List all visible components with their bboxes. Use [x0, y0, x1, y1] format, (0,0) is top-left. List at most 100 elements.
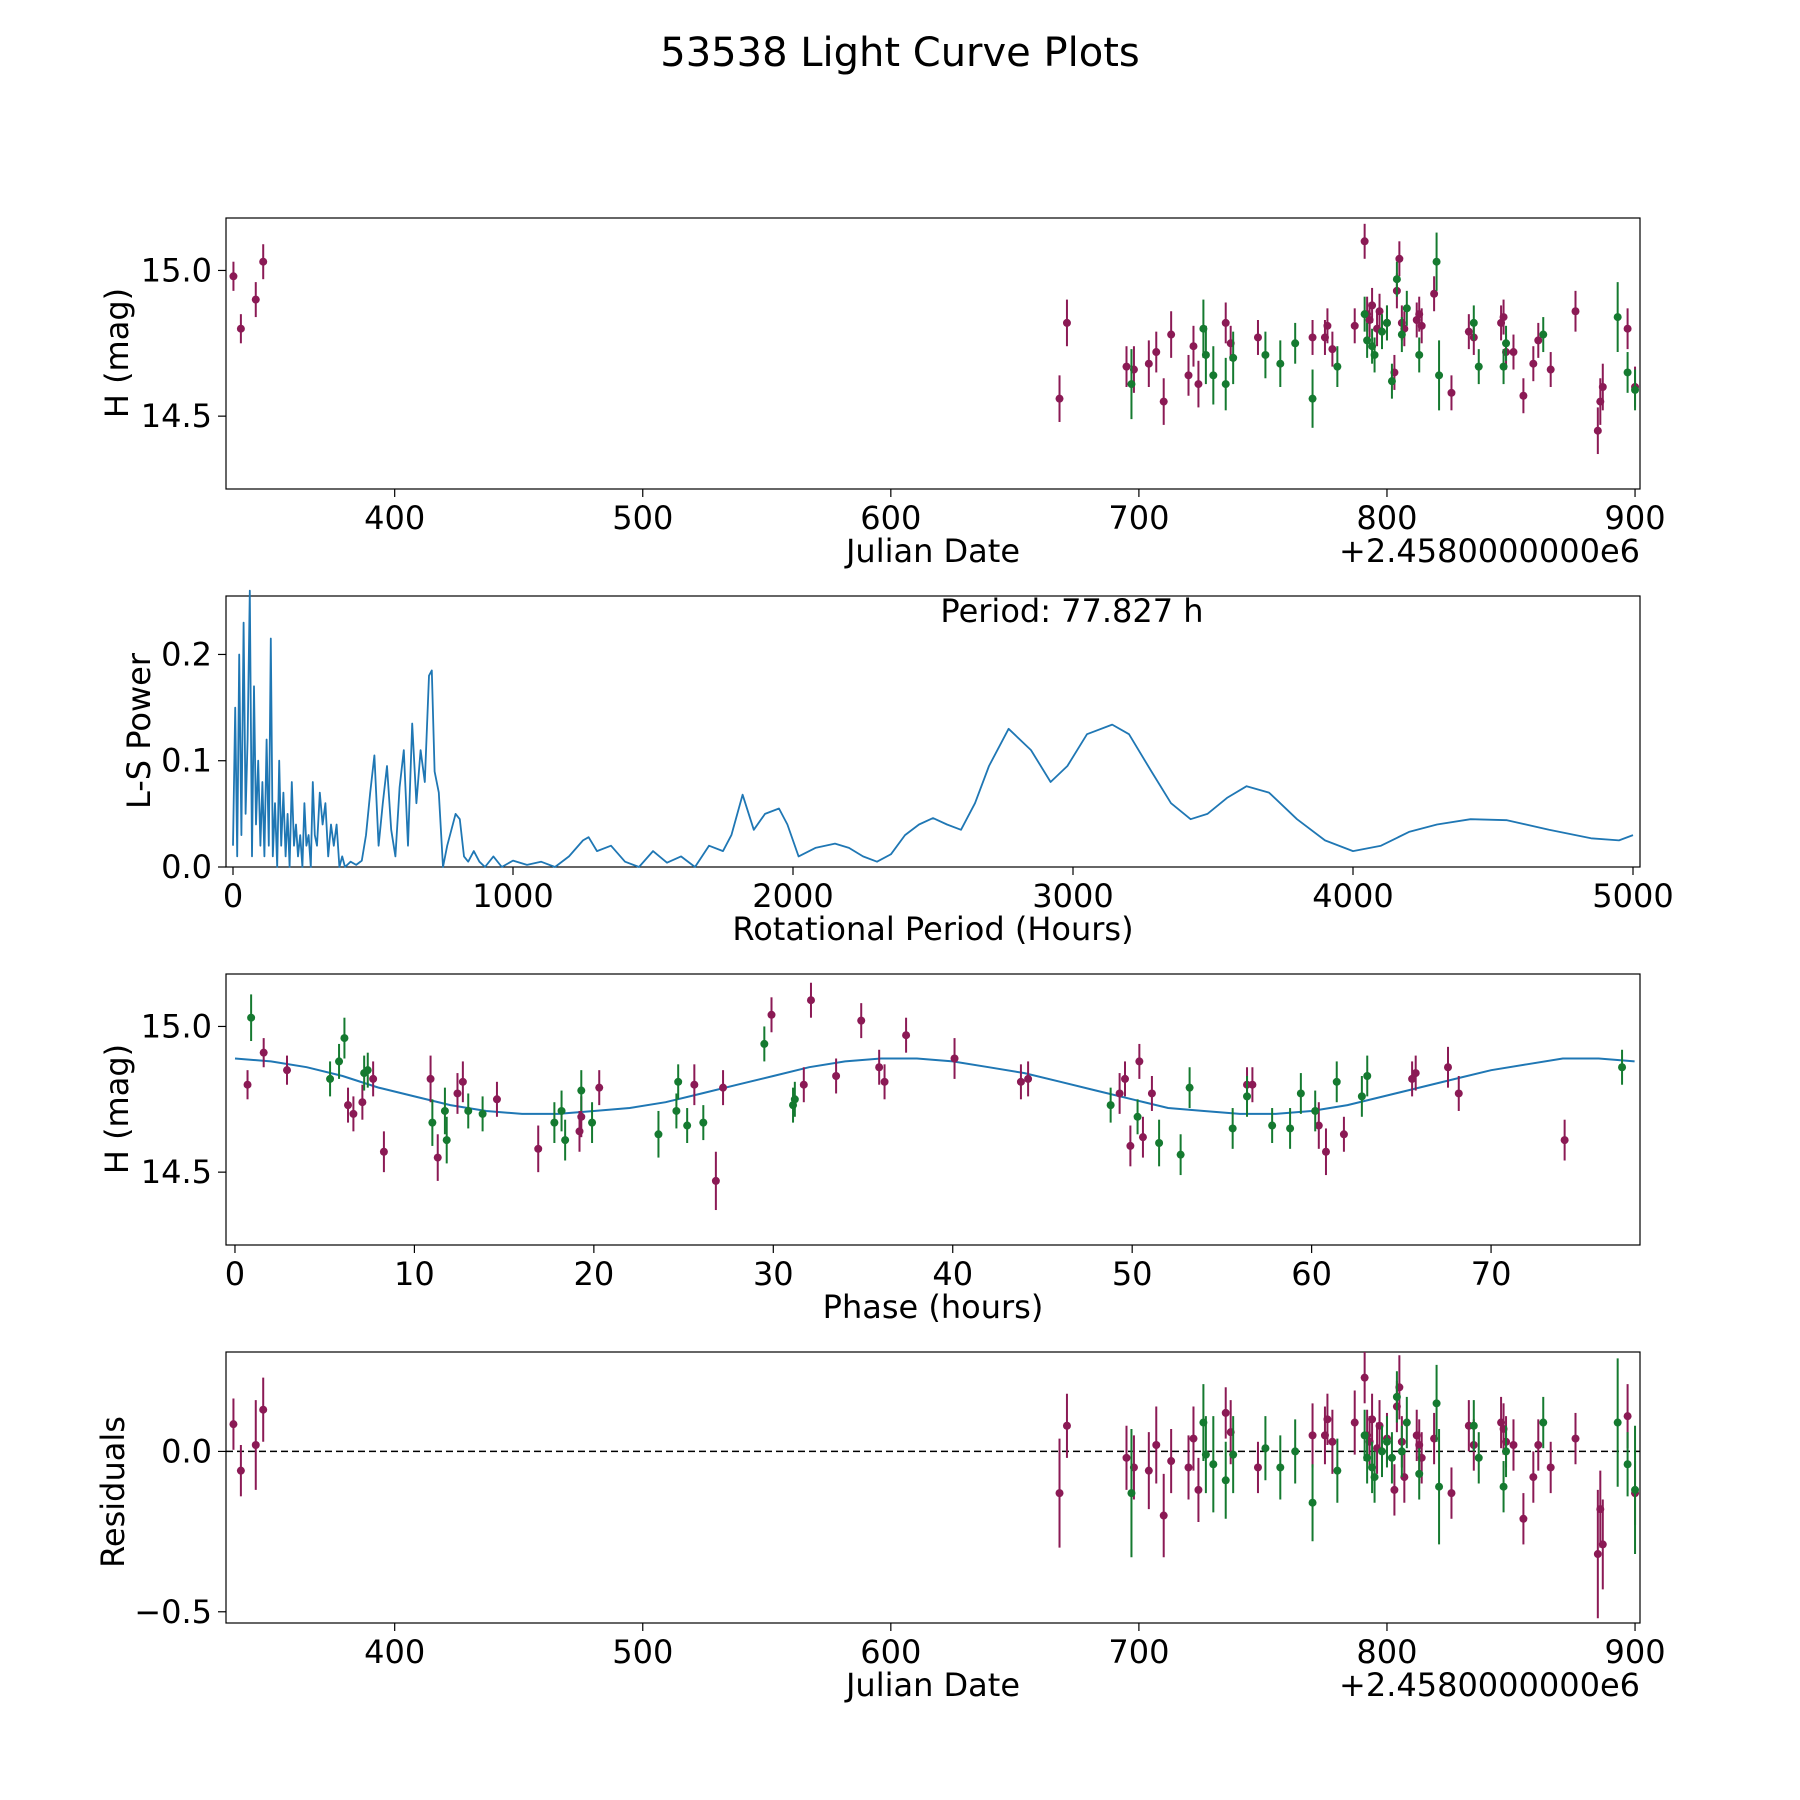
lightcurve-maroon-point	[1593, 426, 1602, 435]
lightcurve-maroon-point	[1184, 371, 1193, 380]
phased-maroon-point	[1135, 1057, 1144, 1066]
phased-maroon-point	[1024, 1074, 1033, 1083]
phased-y-axis-label: H (mag)	[98, 1044, 136, 1174]
phased-maroon-point	[1411, 1069, 1420, 1078]
phased-xtick-label: 20	[573, 1255, 614, 1293]
lightcurve-maroon-point	[1194, 380, 1203, 389]
lightcurve-y-axis-label: H (mag)	[98, 288, 136, 418]
lightcurve-maroon-point	[251, 295, 260, 304]
residuals-green-point	[1221, 1476, 1230, 1485]
lightcurve-maroon-point	[1509, 348, 1518, 357]
residuals-x-axis-label: Julian Date	[844, 1666, 1020, 1704]
lightcurve-maroon-point	[1499, 313, 1508, 322]
residuals-green-point	[1435, 1482, 1444, 1491]
phased-maroon-point	[1126, 1141, 1135, 1150]
lightcurve-offset-text: +2.4580000000e6	[1339, 532, 1640, 570]
periodogram-xtick-label: 0	[223, 877, 243, 915]
lightcurve-maroon-point	[1529, 359, 1538, 368]
phased-green-point	[1268, 1121, 1277, 1130]
lightcurve-ytick-label: 14.5	[141, 397, 212, 435]
lightcurve-green-point	[1432, 257, 1441, 266]
phased-green-point	[440, 1106, 449, 1115]
lightcurve-green-point	[1308, 394, 1317, 403]
periodogram-xtick-label: 4000	[1312, 877, 1393, 915]
residuals-xtick-label: 700	[1108, 1633, 1169, 1671]
ls-power-line	[232, 589, 1634, 868]
phased-maroon-point	[1454, 1089, 1463, 1098]
phased-maroon-point	[1560, 1136, 1569, 1145]
lightcurve-maroon-point	[1623, 324, 1632, 333]
lightcurve-maroon-point	[1598, 383, 1607, 392]
lightcurve-maroon-point	[1350, 321, 1359, 330]
phased-green-point	[674, 1077, 683, 1086]
phased-maroon-point	[369, 1074, 378, 1083]
lightcurve-green-point	[1435, 371, 1444, 380]
residuals-maroon-point	[1447, 1489, 1456, 1498]
lightcurve-green-point	[1387, 377, 1396, 386]
lightcurve-maroon-point	[1368, 301, 1377, 310]
phased-maroon-point	[880, 1077, 889, 1086]
residuals-green-point	[1382, 1437, 1391, 1446]
phased-ytick-label: 14.5	[141, 1153, 212, 1191]
phased-maroon-point	[453, 1089, 462, 1098]
lightcurve-green-point	[1276, 359, 1285, 368]
phased-green-point	[464, 1106, 473, 1115]
residuals-maroon-point	[1593, 1550, 1602, 1559]
residuals-maroon-point	[259, 1405, 268, 1414]
lightcurve-green-point	[1221, 380, 1230, 389]
lightcurve-green-point	[1539, 330, 1548, 339]
residuals-maroon-point	[1167, 1457, 1176, 1466]
residuals-maroon-point	[1571, 1434, 1580, 1443]
phased-maroon-point	[243, 1080, 252, 1089]
phased-maroon-point	[719, 1083, 728, 1092]
lightcurve-xtick-label: 800	[1356, 499, 1417, 537]
lightcurve-maroon-point	[1430, 289, 1439, 298]
phased-maroon-point	[1248, 1080, 1257, 1089]
lightcurve-maroon-point	[1571, 307, 1580, 316]
residuals-green-point	[1613, 1418, 1622, 1427]
phased-green-point	[363, 1066, 372, 1075]
lightcurve-maroon-point	[1144, 359, 1153, 368]
lightcurve-green-point	[1360, 310, 1369, 319]
lightcurve-plot-frame	[225, 217, 1641, 490]
phased-green-point	[1243, 1092, 1252, 1101]
phased-xtick-label: 70	[1471, 1255, 1512, 1293]
residuals-maroon-point	[1529, 1473, 1538, 1482]
phased-green-point	[1311, 1106, 1320, 1115]
residuals-green-point	[1415, 1469, 1424, 1478]
lightcurve-green-point	[1382, 318, 1391, 327]
residuals-maroon-point	[1509, 1441, 1518, 1450]
residuals-green-point	[1127, 1489, 1136, 1498]
phased-maroon-point	[259, 1048, 268, 1057]
residuals-maroon-point	[251, 1441, 260, 1450]
phased-ticks: 0 10 20 30 40 50 60 70 14.5 15.0	[141, 1007, 1512, 1293]
residuals-maroon-point	[1253, 1463, 1262, 1472]
phased-maroon-point	[832, 1071, 841, 1080]
residuals-ytick-label: 0.0	[161, 1432, 212, 1470]
lightcurve-maroon-point	[1323, 321, 1332, 330]
lightcurve-maroon-point	[1221, 318, 1230, 327]
residuals-green-point	[1201, 1450, 1210, 1459]
residuals-maroon-point	[1184, 1463, 1193, 1472]
lightcurve-maroon-point	[1308, 333, 1317, 342]
phased-maroon-point	[1314, 1121, 1323, 1130]
phased-green-point	[1228, 1124, 1237, 1133]
residuals-green-point	[1402, 1418, 1411, 1427]
lightcurve-maroon-point	[1062, 318, 1071, 327]
residuals-green-point	[1308, 1498, 1317, 1507]
residuals-maroon-point	[229, 1420, 238, 1429]
phased-green-point	[1296, 1089, 1305, 1098]
lightcurve-maroon-point	[229, 272, 238, 281]
residuals-maroon-point	[1055, 1489, 1064, 1498]
phased-green-point	[1286, 1124, 1295, 1133]
phased-green-point	[1357, 1092, 1366, 1101]
residuals-maroon-point	[1221, 1408, 1230, 1417]
phased-green-point	[340, 1034, 349, 1043]
phased-xtick-label: 60	[1291, 1255, 1332, 1293]
lightcurve-panel: 400 500 600 700 800 900 14.5 15.0 Julian Date H…	[98, 217, 1666, 570]
lightcurve-xtick-label: 400	[364, 499, 425, 537]
phased-xtick-label: 50	[1112, 1255, 1153, 1293]
phased-maroon-point	[1147, 1089, 1156, 1098]
residuals-xtick-label: 600	[860, 1633, 921, 1671]
residuals-green-point	[1387, 1453, 1396, 1462]
